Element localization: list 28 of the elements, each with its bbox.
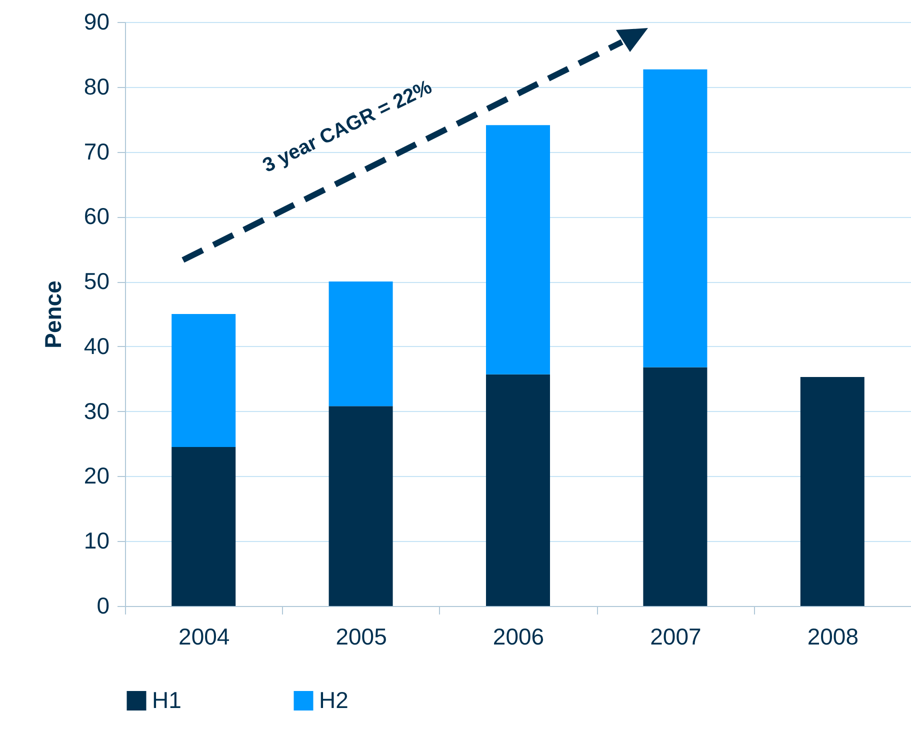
y-tick-label: 40 [84,332,110,359]
bar [328,282,393,406]
bar [643,367,708,606]
y-tick-label: 50 [84,268,110,294]
bar [643,69,708,368]
bar [486,374,550,606]
y-tick-label: 30 [84,398,110,424]
bar [172,314,236,448]
legend-label: H1 [152,686,182,713]
legend-label: H2 [319,686,348,713]
y-tick-label: 0 [96,592,110,618]
annotation: 3 year CAGR = 22% [259,76,436,178]
y-tick-label: 90 [84,8,110,34]
x-tick-label: 2006 [492,624,544,650]
y-axis-title: Pence [40,280,66,348]
x-tick-label: 2004 [178,624,230,650]
y-tick-label: 60 [84,203,110,230]
y-tick-label: 20 [84,462,110,489]
bar [172,447,236,606]
y-tick-label: 80 [84,73,110,100]
x-tick-label: 2007 [650,624,702,650]
bar [486,125,550,374]
y-tick-label: 10 [84,528,110,554]
bar [800,376,864,606]
y-tick-label: 70 [84,138,110,164]
x-tick-label: 2008 [807,624,858,650]
bar [328,406,393,606]
x-tick-label: 2005 [336,624,387,650]
